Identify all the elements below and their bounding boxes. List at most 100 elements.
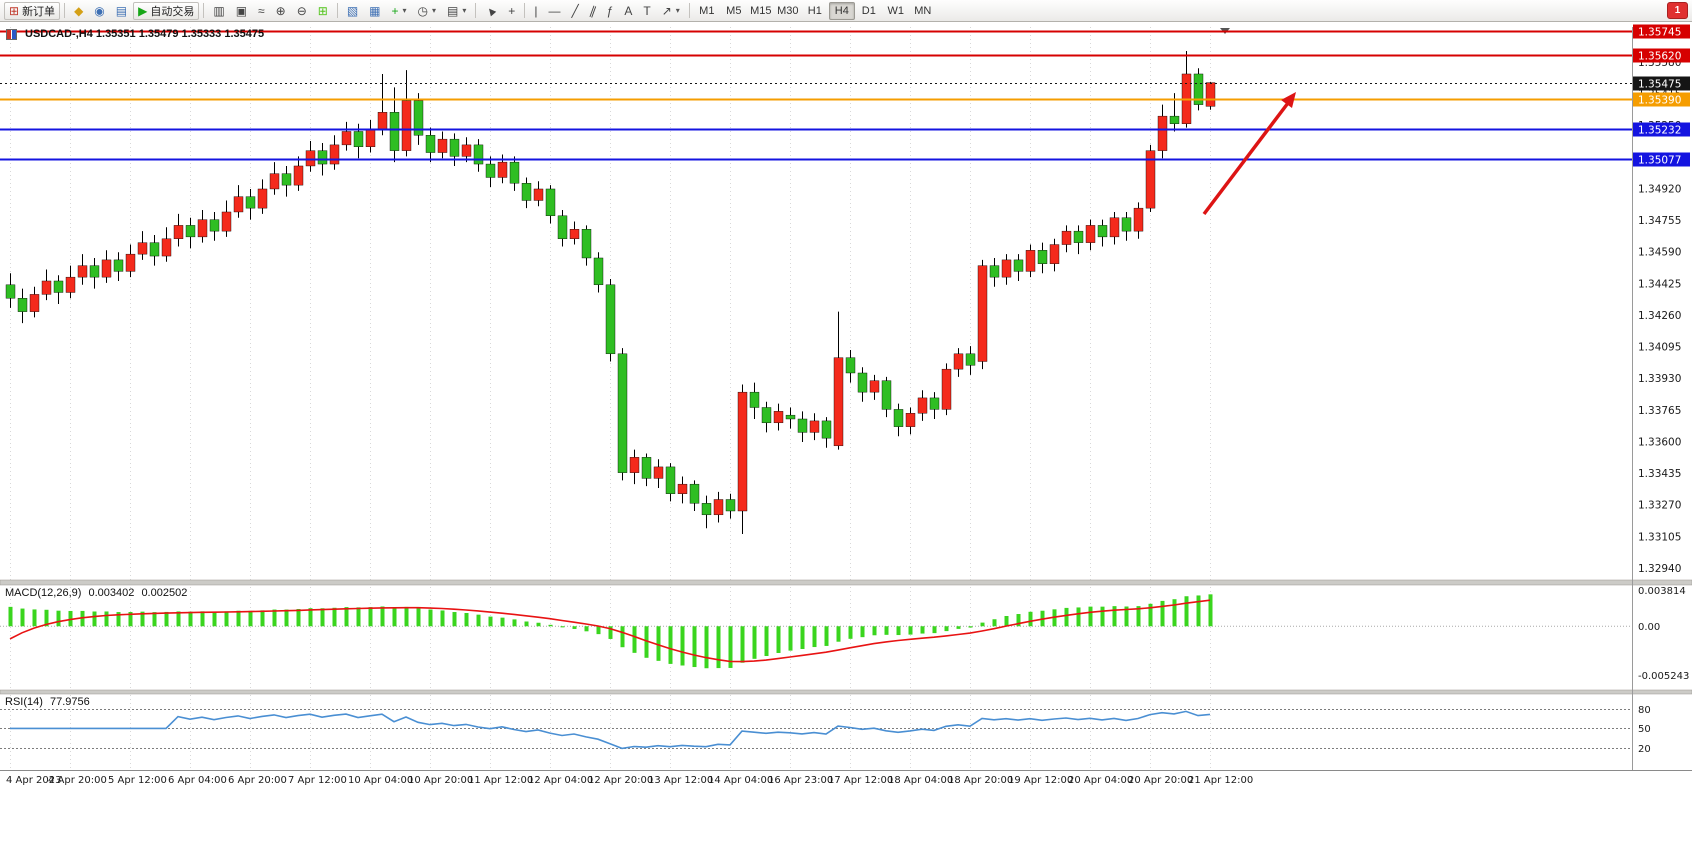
market-button[interactable]: ▤ xyxy=(111,2,132,20)
text-label-icon: T xyxy=(643,3,651,18)
navigator-icon: ▧ xyxy=(346,3,359,18)
rsi-value: 77.9756 xyxy=(49,696,90,708)
chart-line-button[interactable]: ≈ xyxy=(253,2,270,20)
timeframe-m15-button[interactable]: M15 xyxy=(748,2,774,20)
toolbar-separator xyxy=(203,3,205,18)
data-window-button[interactable]: ▦ xyxy=(364,2,385,20)
cursor-icon: ▲ xyxy=(482,1,501,20)
toolbar-separator xyxy=(64,3,66,18)
text-label-button[interactable]: T xyxy=(638,2,655,20)
rsi-name: RSI(14) xyxy=(5,696,43,708)
svg-text:18 Apr 20:00: 18 Apr 20:00 xyxy=(948,775,1013,786)
svg-text:1.35620: 1.35620 xyxy=(1638,51,1681,63)
chart-title-text: USDCAD-,H4 1.35351 1.35479 1.35333 1.354… xyxy=(25,28,265,40)
templates-icon: ▤ xyxy=(447,3,459,18)
chart-candles-button[interactable]: ▣ xyxy=(231,2,252,20)
text-tool-button[interactable]: A xyxy=(619,2,637,20)
market-icon: ▤ xyxy=(115,3,128,18)
trendline-button[interactable]: ╱ xyxy=(566,2,583,20)
cursor-button[interactable]: ▲ xyxy=(480,1,502,20)
templates-button[interactable]: ▤ ▾ xyxy=(442,2,471,20)
svg-text:0.003814: 0.003814 xyxy=(1638,586,1686,597)
tile-windows-button[interactable]: ⊞ xyxy=(313,2,333,20)
svg-text:1.33765: 1.33765 xyxy=(1638,405,1681,417)
arrows-icon: ↗ xyxy=(661,3,672,18)
toolbar: ⊞ 新订单 ◆ ◉ ▤ ▶ 自动交易 ▥ ▣ ≈ ⊕ ⊖ ⊞ ▧ ▦ + ▾ xyxy=(0,0,1692,22)
svg-text:1.33270: 1.33270 xyxy=(1638,500,1681,512)
new-order-label: 新订单 xyxy=(22,5,56,18)
new-order-button[interactable]: ⊞ 新订单 xyxy=(4,1,61,20)
svg-text:19 Apr 12:00: 19 Apr 12:00 xyxy=(1008,775,1073,786)
line-chart-icon: ≈ xyxy=(258,3,265,18)
profile-icon: ◉ xyxy=(94,3,105,18)
indicators-button[interactable]: + ▾ xyxy=(387,2,412,20)
zoom-in-button[interactable]: ⊕ xyxy=(271,2,291,20)
svg-text:4 Apr 20:00: 4 Apr 20:00 xyxy=(48,775,107,786)
new-order-icon: ⊞ xyxy=(9,3,20,18)
macd-value-signal: 0.002502 xyxy=(141,587,188,599)
svg-text:1.33930: 1.33930 xyxy=(1638,373,1681,385)
timeframe-m1-button[interactable]: M1 xyxy=(694,2,720,20)
zoom-out-button[interactable]: ⊖ xyxy=(292,2,312,20)
fibonacci-button[interactable]: ƒ xyxy=(602,2,619,20)
svg-text:1.34920: 1.34920 xyxy=(1638,183,1681,195)
vertical-line-button[interactable]: | xyxy=(529,2,542,20)
svg-text:-0.005243: -0.005243 xyxy=(1638,671,1689,682)
svg-text:1.34095: 1.34095 xyxy=(1638,342,1681,354)
toolbar-separator xyxy=(688,3,690,18)
svg-text:21 Apr 12:00: 21 Apr 12:00 xyxy=(1188,775,1253,786)
chart-bars-button[interactable]: ▥ xyxy=(208,2,229,20)
svg-text:6 Apr 04:00: 6 Apr 04:00 xyxy=(168,775,227,786)
svg-text:6 Apr 20:00: 6 Apr 20:00 xyxy=(228,775,287,786)
symbols-icon: ◆ xyxy=(74,3,84,18)
profile-button[interactable]: ◉ xyxy=(89,2,109,20)
timeframe-h1-button[interactable]: H1 xyxy=(802,2,828,20)
horizontal-line-button[interactable]: — xyxy=(543,2,565,20)
svg-text:1.33600: 1.33600 xyxy=(1638,436,1681,448)
svg-text:1.32940: 1.32940 xyxy=(1638,563,1681,575)
crosshair-icon: + xyxy=(508,3,516,18)
svg-text:12 Apr 20:00: 12 Apr 20:00 xyxy=(588,775,653,786)
timeframe-m5-button[interactable]: M5 xyxy=(721,2,747,20)
svg-text:5 Apr 12:00: 5 Apr 12:00 xyxy=(108,775,167,786)
svg-text:7 Apr 12:00: 7 Apr 12:00 xyxy=(288,775,347,786)
channel-button[interactable]: ∥ xyxy=(585,2,601,20)
svg-text:1.33105: 1.33105 xyxy=(1638,531,1681,543)
timeframe-m30-button[interactable]: M30 xyxy=(775,2,801,20)
svg-text:17 Apr 12:00: 17 Apr 12:00 xyxy=(828,775,893,786)
auto-trading-play-icon: ▶ xyxy=(138,3,148,18)
chevron-down-icon: ▾ xyxy=(432,6,437,15)
svg-text:0.00: 0.00 xyxy=(1638,622,1660,633)
svg-text:20 Apr 20:00: 20 Apr 20:00 xyxy=(1128,775,1193,786)
svg-text:1.35232: 1.35232 xyxy=(1638,125,1681,137)
svg-text:1.35390: 1.35390 xyxy=(1638,95,1681,107)
periods-button[interactable]: ◷ ▾ xyxy=(413,2,442,20)
toolbar-separator xyxy=(524,3,526,18)
svg-text:80: 80 xyxy=(1638,705,1651,716)
chevron-down-icon: ▾ xyxy=(675,6,680,15)
symbols-button[interactable]: ◆ xyxy=(69,2,88,20)
svg-text:13 Apr 12:00: 13 Apr 12:00 xyxy=(648,775,713,786)
auto-trading-button[interactable]: ▶ 自动交易 xyxy=(133,1,200,20)
timeframe-d1-button[interactable]: D1 xyxy=(856,2,882,20)
macd-value-main: 0.003402 xyxy=(88,587,135,599)
timeframe-h4-button[interactable]: H4 xyxy=(828,1,855,20)
timeframe-w1-button[interactable]: W1 xyxy=(883,2,909,20)
svg-text:10 Apr 20:00: 10 Apr 20:00 xyxy=(408,775,473,786)
indicators-plus-icon: + xyxy=(391,3,399,18)
svg-text:20: 20 xyxy=(1638,744,1651,755)
vertical-line-icon: | xyxy=(534,3,538,18)
svg-text:1.34260: 1.34260 xyxy=(1638,310,1681,322)
svg-text:20 Apr 04:00: 20 Apr 04:00 xyxy=(1068,775,1133,786)
fibonacci-icon: ƒ xyxy=(606,3,614,18)
timeframe-mn-button[interactable]: MN xyxy=(910,2,936,20)
candlestick-chart-icon: ▣ xyxy=(235,3,248,18)
crosshair-button[interactable]: + xyxy=(503,2,520,20)
bar-chart-icon: ▥ xyxy=(213,3,225,18)
arrows-tool-button[interactable]: ↗ ▾ xyxy=(657,2,685,20)
notification-badge[interactable]: 1 xyxy=(1667,2,1688,19)
navigator-button[interactable]: ▧ xyxy=(342,2,363,20)
svg-text:10 Apr 04:00: 10 Apr 04:00 xyxy=(348,775,413,786)
svg-text:16 Apr 23:00: 16 Apr 23:00 xyxy=(768,775,833,786)
